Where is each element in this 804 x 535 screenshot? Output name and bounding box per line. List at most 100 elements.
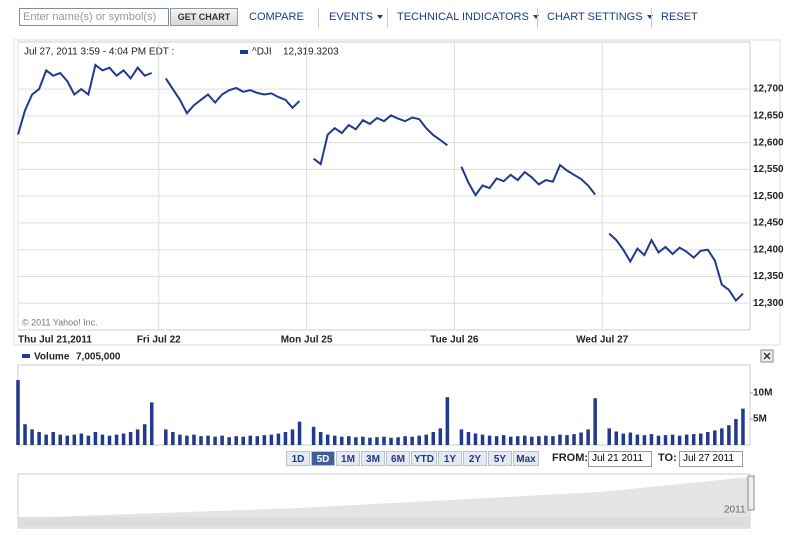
volume-bar bbox=[220, 435, 224, 445]
range-button[interactable]: Max bbox=[513, 451, 539, 466]
range-button[interactable]: 5D bbox=[311, 451, 335, 466]
volume-bar bbox=[565, 435, 569, 445]
volume-bar bbox=[480, 434, 485, 445]
volume-bar bbox=[241, 436, 245, 445]
volume-bar bbox=[114, 434, 119, 445]
navigator-handle[interactable] bbox=[747, 475, 755, 511]
y-tick-label: 5M bbox=[753, 414, 767, 425]
volume-bar bbox=[290, 429, 295, 445]
range-button[interactable]: YTD bbox=[411, 451, 437, 466]
from-input[interactable]: Jul 21 2011 bbox=[588, 451, 652, 467]
volume-bar bbox=[417, 435, 421, 445]
volume-bar bbox=[269, 434, 274, 445]
y-tick-label: 12,600 bbox=[753, 137, 784, 148]
y-tick-label: 12,500 bbox=[753, 191, 784, 202]
volume-bar bbox=[537, 436, 541, 445]
y-tick-label: 12,350 bbox=[753, 271, 784, 282]
volume-bar bbox=[734, 419, 738, 445]
x-tick-label: Mon Jul 25 bbox=[281, 335, 333, 346]
volume-bar bbox=[515, 436, 520, 445]
volume-bar bbox=[670, 434, 675, 445]
volume-bar bbox=[142, 424, 147, 445]
volume-bar bbox=[410, 436, 414, 445]
label: CHART SETTINGS bbox=[547, 11, 643, 23]
volume-bar bbox=[44, 434, 48, 445]
volume-bar bbox=[621, 433, 626, 445]
volume-bar bbox=[431, 432, 436, 445]
x-tick-label: Fri Jul 22 bbox=[137, 335, 181, 346]
range-button[interactable]: 1M bbox=[336, 451, 360, 466]
volume-bar bbox=[607, 428, 611, 445]
settings-menu[interactable]: CHART SETTINGS bbox=[547, 0, 653, 34]
volume-bar bbox=[642, 435, 647, 445]
from-label: FROM: bbox=[552, 452, 589, 464]
volume-bar bbox=[572, 434, 576, 445]
y-tick-label: 12,400 bbox=[753, 244, 784, 255]
label: EVENTS bbox=[329, 11, 374, 23]
volume-bar bbox=[23, 424, 27, 445]
search-input[interactable]: Enter name(s) or symbol(s) bbox=[19, 8, 169, 26]
x-tick-label: Thu Jul 21,2011 bbox=[18, 335, 92, 346]
to-input[interactable]: Jul 27 2011 bbox=[679, 451, 743, 467]
volume-bar bbox=[473, 433, 478, 445]
frame bbox=[13, 39, 781, 346]
volume-bar bbox=[628, 432, 633, 445]
volume-bar bbox=[375, 437, 379, 445]
volume-bar bbox=[93, 432, 98, 445]
volume-bar bbox=[318, 432, 323, 445]
plot-area bbox=[17, 41, 751, 331]
volume-bar bbox=[164, 429, 168, 445]
volume-area bbox=[17, 364, 751, 446]
volume-bar bbox=[396, 437, 400, 445]
volume-bar bbox=[262, 435, 267, 445]
volume-bar bbox=[438, 428, 443, 445]
volume-bar bbox=[65, 435, 70, 445]
navigator-scrollbar bbox=[18, 517, 750, 527]
range-button[interactable]: 6M bbox=[386, 451, 410, 466]
placeholder: Enter name(s) or symbol(s) bbox=[23, 11, 157, 23]
to-label: TO: bbox=[658, 452, 677, 464]
volume-bar bbox=[16, 380, 20, 445]
copyright: © 2011 Yahoo! Inc. bbox=[22, 317, 98, 327]
close-button[interactable] bbox=[760, 349, 774, 363]
volume-bar bbox=[107, 435, 112, 445]
volume-bar bbox=[382, 436, 386, 445]
legend-name: ^DJI bbox=[252, 47, 272, 58]
volume-bar bbox=[523, 435, 527, 445]
range-button[interactable]: 3M bbox=[361, 451, 385, 466]
reset[interactable]: RESET bbox=[661, 11, 698, 23]
volume-bar bbox=[276, 433, 281, 445]
compare[interactable]: COMPARE bbox=[249, 11, 304, 23]
get-chart-button[interactable]: GET CHART bbox=[170, 8, 238, 26]
volume-bar bbox=[354, 437, 358, 445]
y-tick-label: 12,300 bbox=[753, 298, 784, 309]
x-tick-label: Wed Jul 27 bbox=[576, 335, 628, 346]
volume-bar bbox=[698, 433, 703, 445]
volume-bar bbox=[199, 436, 203, 445]
label: TECHNICAL INDICATORS bbox=[397, 11, 529, 23]
volume-bar bbox=[128, 432, 133, 445]
volume-bar bbox=[663, 435, 668, 445]
events-menu[interactable]: EVENTS bbox=[329, 0, 383, 34]
volume-bar bbox=[347, 436, 351, 445]
range-button[interactable]: 5Y bbox=[488, 451, 512, 466]
volume-bar bbox=[727, 425, 731, 445]
range-button[interactable]: 2Y bbox=[463, 451, 487, 466]
volume-bar bbox=[684, 434, 689, 445]
separator bbox=[387, 8, 388, 28]
range-button[interactable]: 1D bbox=[286, 451, 310, 466]
volume-bar bbox=[79, 433, 84, 445]
legend-name: Volume bbox=[34, 352, 70, 363]
indicators-menu[interactable]: TECHNICAL INDICATORS bbox=[397, 0, 539, 34]
navigator-area bbox=[18, 477, 750, 528]
volume-bar bbox=[361, 436, 365, 445]
volume-bar bbox=[100, 434, 105, 445]
volume-bar bbox=[635, 434, 640, 445]
range-button[interactable]: 1Y bbox=[438, 451, 462, 466]
volume-bar bbox=[649, 434, 654, 445]
volume-bar bbox=[51, 432, 55, 445]
volume-bar bbox=[86, 435, 91, 445]
volume-bar bbox=[297, 421, 302, 445]
legend-swatch bbox=[22, 354, 30, 358]
